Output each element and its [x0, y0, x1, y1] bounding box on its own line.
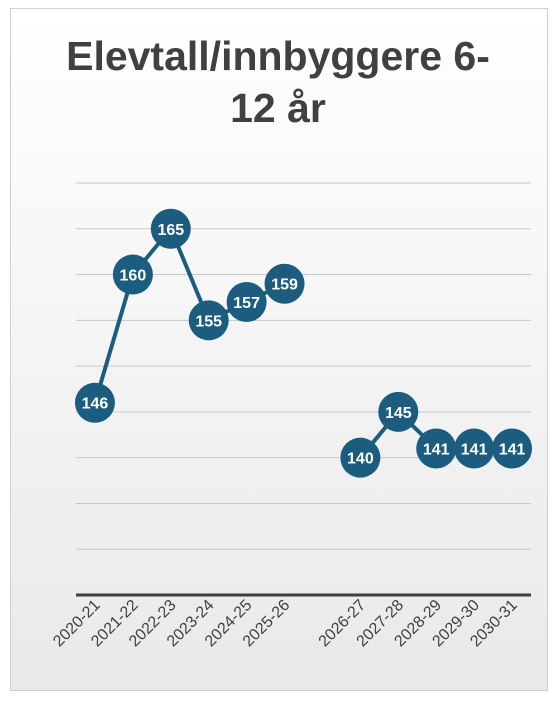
marker [416, 428, 457, 469]
marker [454, 428, 495, 469]
chart-area [10, 8, 548, 691]
data-label: 155 [195, 313, 222, 330]
data-label: 165 [157, 222, 184, 239]
data-label: 159 [271, 277, 298, 294]
data-label: 146 [82, 396, 109, 413]
marker [74, 382, 115, 423]
data-label: 141 [423, 442, 450, 459]
data-label: 145 [385, 405, 412, 422]
marker [150, 208, 191, 249]
data-label: 160 [120, 268, 147, 285]
line [93, 224, 513, 459]
marker [264, 263, 305, 304]
data-label: 141 [499, 442, 526, 459]
marker [340, 437, 381, 478]
marker [492, 428, 533, 469]
marker [226, 282, 267, 323]
data-label: 141 [461, 442, 488, 459]
data-label: 157 [233, 295, 260, 312]
chart-title: Elevtall/innbyggere 6-12 år [66, 33, 490, 131]
data-label: 140 [347, 451, 374, 468]
marker [112, 254, 153, 295]
marker [378, 391, 419, 432]
marker [188, 300, 229, 341]
